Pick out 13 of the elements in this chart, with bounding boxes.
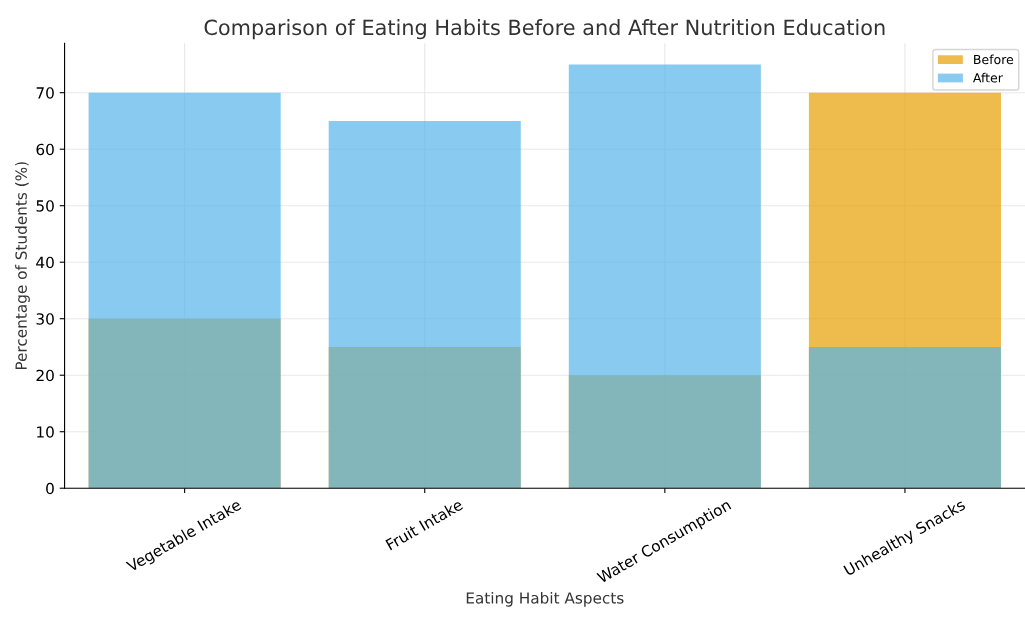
x-axis-title: Eating Habit Aspects (466, 591, 624, 607)
y-axis-title: Percentage of Students (%) (15, 162, 30, 370)
legend-label: Before (974, 54, 1014, 65)
y-tick-label: 30 (36, 313, 54, 325)
chart-title: Comparison of Eating Habits Before and After Nutrition Education (204, 19, 885, 40)
y-tick-label: 70 (36, 87, 54, 99)
y-tick-label: 40 (36, 256, 54, 269)
legend-label: After (972, 72, 1003, 83)
y-tick-label: 50 (36, 200, 54, 212)
y-tick-label: 0 (46, 482, 54, 495)
y-tick-label: 10 (37, 426, 54, 438)
y-tick-label: 20 (36, 369, 54, 382)
y-tick-label: 60 (36, 143, 54, 156)
